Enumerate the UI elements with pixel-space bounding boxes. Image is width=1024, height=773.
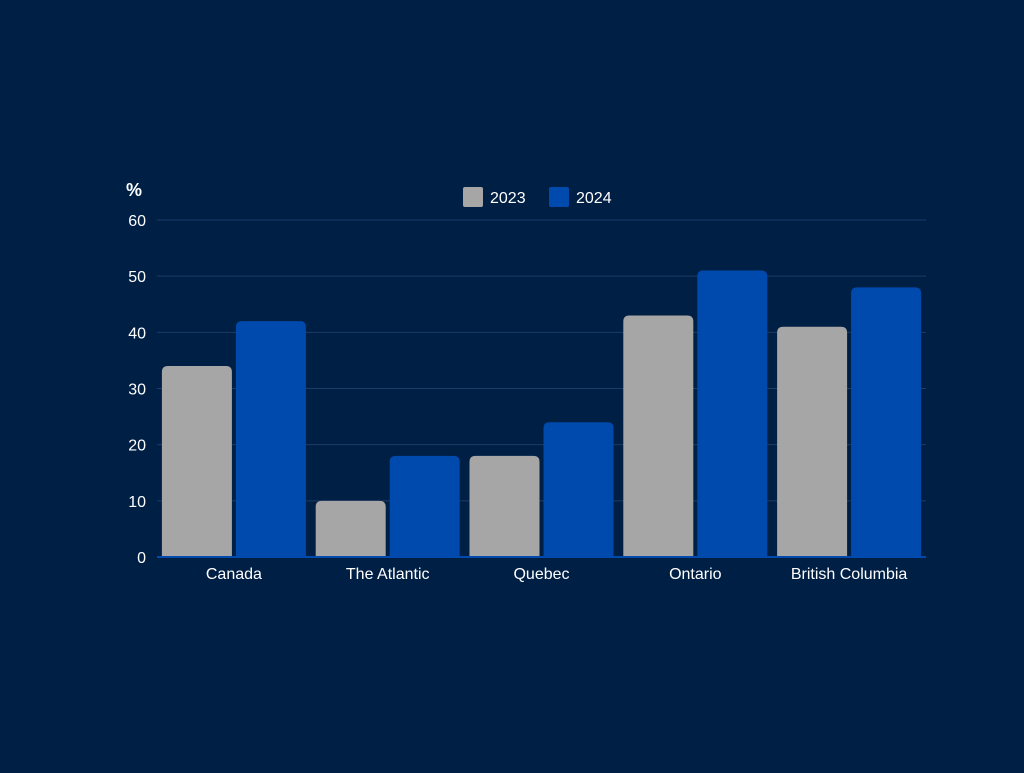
x-tick-label: Quebec: [513, 566, 569, 583]
y-axis-label: %: [126, 180, 142, 200]
axes: % 0 10 20 30 40 50 60 Canada The Atlantic Quebec O…: [126, 180, 926, 583]
bar-2023: [161, 366, 232, 557]
bar-2023: [469, 455, 540, 557]
bar-2024: [389, 455, 460, 557]
bar-2024: [543, 422, 614, 557]
bar-2024: [235, 321, 306, 557]
bar-2024: [697, 270, 768, 557]
x-tick-label: Ontario: [669, 566, 722, 583]
legend-swatch: [463, 187, 483, 207]
y-tick-label: 10: [128, 494, 146, 511]
legend-label: 2024: [576, 190, 612, 207]
legend-swatch: [549, 187, 569, 207]
y-tick-label: 60: [128, 213, 146, 230]
x-tick-label: Canada: [206, 566, 262, 583]
y-tick-label: 20: [128, 438, 146, 455]
y-tick-label: 0: [137, 550, 146, 567]
bar-2023: [315, 500, 386, 557]
legend-label: 2023: [490, 190, 526, 207]
legend: 2023 2024: [463, 187, 612, 207]
x-tick-label: British Columbia: [791, 566, 908, 583]
bar-2023: [777, 326, 848, 557]
y-tick-label: 50: [128, 269, 146, 286]
bar-2024: [851, 287, 922, 557]
y-tick-label: 40: [128, 325, 146, 342]
y-tick-label: 30: [128, 382, 146, 399]
bar-2023: [623, 315, 694, 557]
x-tick-label: The Atlantic: [346, 566, 430, 583]
bars: [161, 270, 922, 557]
